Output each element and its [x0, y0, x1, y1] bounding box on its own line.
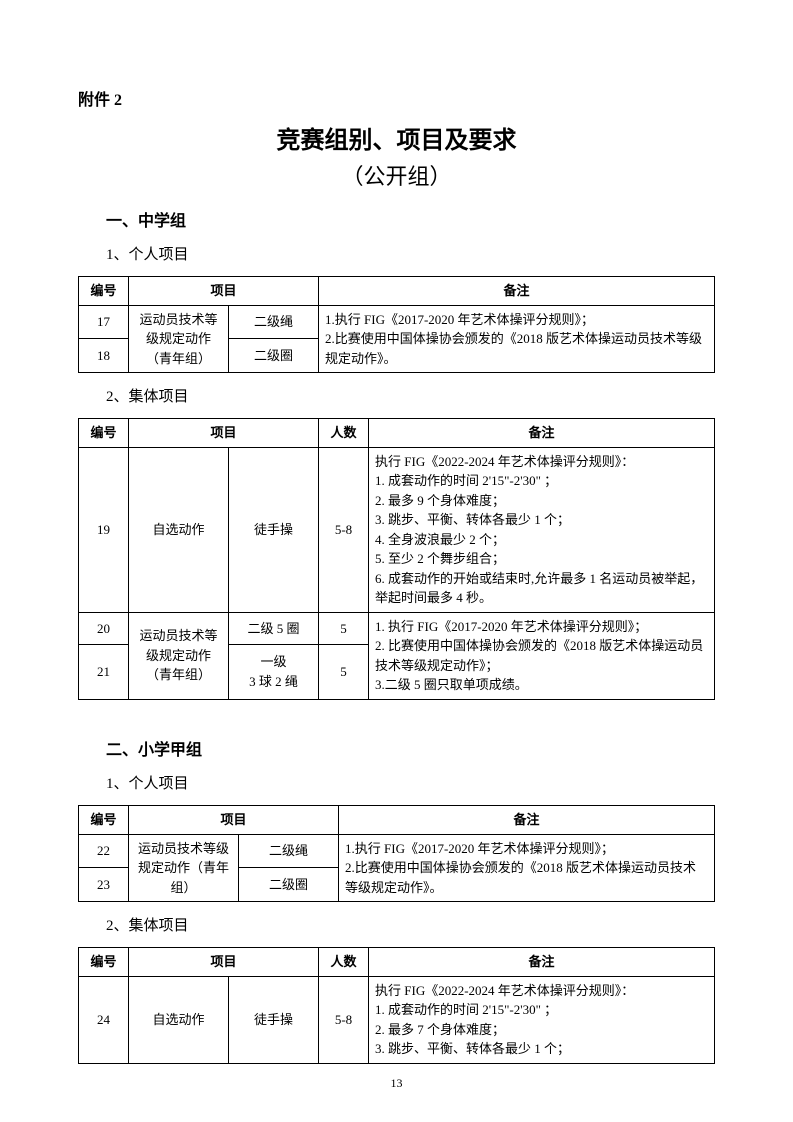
cell-remark: 执行 FIG《2022-2024 年艺术体操评分规则》： 1. 成套动作的时间 … [369, 976, 715, 1063]
table-header-row: 编号 项目 人数 备注 [79, 419, 715, 448]
th-remark: 备注 [369, 419, 715, 448]
cell-no: 17 [79, 305, 129, 339]
th-remark: 备注 [369, 948, 715, 977]
th-project: 项目 [129, 948, 319, 977]
table-header-row: 编号 项目 备注 [79, 277, 715, 306]
th-remark: 备注 [319, 277, 715, 306]
cell-proj1: 自选动作 [129, 976, 229, 1063]
table-b-collective: 编号 项目 人数 备注 24 自选动作 徒手操 5-8 执行 FIG《2022-… [78, 947, 715, 1064]
cell-proj2: 一级 3 球 2 绳 [229, 645, 319, 700]
cell-count: 5-8 [319, 447, 369, 612]
th-no: 编号 [79, 948, 129, 977]
sub-heading-individual-b: 1、个人项目 [78, 774, 715, 795]
cell-count: 5 [319, 612, 369, 644]
th-count: 人数 [319, 419, 369, 448]
table-b-individual: 编号 项目 备注 22 运动员技术等级规定动作（青年组） 二级绳 1.执行 FI… [78, 805, 715, 902]
cell-proj2: 二级绳 [239, 834, 339, 868]
table-row: 20 运动员技术等级规定动作（青年组） 二级 5 圈 5 1. 执行 FIG《2… [79, 612, 715, 644]
table-header-row: 编号 项目 备注 [79, 806, 715, 835]
section-heading-primary: 二、小学甲组 [78, 740, 715, 762]
cell-remark: 执行 FIG《2022-2024 年艺术体操评分规则》： 1. 成套动作的时间 … [369, 447, 715, 612]
cell-count: 5 [319, 645, 369, 700]
cell-proj1: 运动员技术等级规定动作（青年组） [129, 612, 229, 699]
th-project: 项目 [129, 419, 319, 448]
sub-heading-individual-a: 1、个人项目 [78, 245, 715, 266]
cell-no: 24 [79, 976, 129, 1063]
cell-proj1: 运动员技术等级规定动作（青年组） [129, 834, 239, 902]
cell-proj1: 自选动作 [129, 447, 229, 612]
cell-proj2: 徒手操 [229, 976, 319, 1063]
table-row: 24 自选动作 徒手操 5-8 执行 FIG《2022-2024 年艺术体操评分… [79, 976, 715, 1063]
cell-remark: 1.执行 FIG《2017-2020 年艺术体操评分规则》； 2.比赛使用中国体… [339, 834, 715, 902]
sub-heading-collective-b: 2、集体项目 [78, 916, 715, 937]
th-no: 编号 [79, 806, 129, 835]
th-count: 人数 [319, 948, 369, 977]
table-row: 17 运动员技术等级规定动作（青年组） 二级绳 1.执行 FIG《2017-20… [79, 305, 715, 339]
cell-proj2: 二级圈 [239, 868, 339, 902]
table-row: 22 运动员技术等级规定动作（青年组） 二级绳 1.执行 FIG《2017-20… [79, 834, 715, 868]
cell-no: 21 [79, 645, 129, 700]
cell-remark: 1.执行 FIG《2017-2020 年艺术体操评分规则》； 2.比赛使用中国体… [319, 305, 715, 373]
sub-heading-collective-a: 2、集体项目 [78, 387, 715, 408]
cell-remark: 1. 执行 FIG《2017-2020 年艺术体操评分规则》； 2. 比赛使用中… [369, 612, 715, 699]
section-heading-middleschool: 一、中学组 [78, 211, 715, 233]
table-a-collective: 编号 项目 人数 备注 19 自选动作 徒手操 5-8 执行 FIG《2022-… [78, 418, 715, 700]
th-project: 项目 [129, 277, 319, 306]
th-project: 项目 [129, 806, 339, 835]
th-no: 编号 [79, 419, 129, 448]
cell-proj2: 二级圈 [229, 339, 319, 373]
attachment-label: 附件 2 [78, 90, 715, 112]
cell-no: 20 [79, 612, 129, 644]
cell-no: 19 [79, 447, 129, 612]
th-no: 编号 [79, 277, 129, 306]
cell-proj2: 二级 5 圈 [229, 612, 319, 644]
cell-no: 22 [79, 834, 129, 868]
subtitle: （公开组） [78, 162, 715, 193]
th-remark: 备注 [339, 806, 715, 835]
cell-count: 5-8 [319, 976, 369, 1063]
page-number: 13 [0, 1075, 793, 1092]
cell-proj2: 徒手操 [229, 447, 319, 612]
main-title: 竞赛组别、项目及要求 [78, 124, 715, 158]
table-header-row: 编号 项目 人数 备注 [79, 948, 715, 977]
cell-proj1: 运动员技术等级规定动作（青年组） [129, 305, 229, 373]
cell-no: 23 [79, 868, 129, 902]
table-a-individual: 编号 项目 备注 17 运动员技术等级规定动作（青年组） 二级绳 1.执行 FI… [78, 276, 715, 373]
table-row: 19 自选动作 徒手操 5-8 执行 FIG《2022-2024 年艺术体操评分… [79, 447, 715, 612]
cell-no: 18 [79, 339, 129, 373]
cell-proj2: 二级绳 [229, 305, 319, 339]
